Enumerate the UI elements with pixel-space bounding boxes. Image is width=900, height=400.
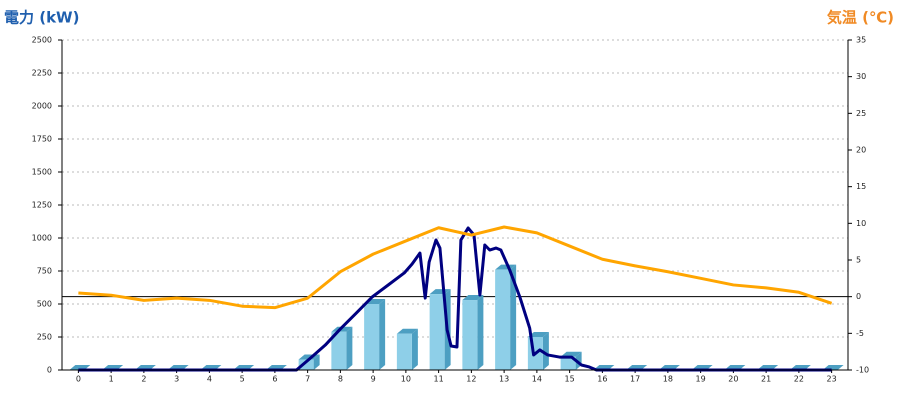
y2-tick-label: 10 [856, 219, 866, 228]
x-tick-label: 11 [434, 375, 444, 384]
x-tick-label: 20 [728, 375, 738, 384]
y2-tick-label: -5 [856, 329, 864, 338]
y-tick-label: 250 [37, 333, 52, 342]
y-tick-label: 1000 [32, 234, 52, 243]
bar-top [495, 264, 517, 270]
x-tick-label: 10 [401, 375, 411, 384]
y2-tick-label: 35 [856, 36, 866, 45]
y-tick-label: 2000 [32, 102, 52, 111]
bar [495, 269, 511, 370]
x-tick-label: 19 [696, 375, 706, 384]
y2-tick-label: 15 [856, 182, 866, 191]
x-tick-label: 17 [630, 375, 640, 384]
x-tick-label: 23 [827, 375, 837, 384]
bar-side [477, 295, 484, 370]
x-tick-label: 6 [272, 375, 277, 384]
bar-side [379, 299, 386, 370]
bar [462, 300, 478, 370]
y-tick-label: 1250 [32, 201, 52, 210]
y-tick-label: 2250 [32, 69, 52, 78]
y-tick-label: 750 [37, 267, 52, 276]
bar [331, 331, 347, 370]
y-tick-label: 0 [47, 366, 52, 375]
bar [298, 359, 314, 370]
bar-side [510, 264, 517, 370]
bar-side [411, 328, 418, 370]
x-tick-label: 9 [371, 375, 376, 384]
x-tick-label: 18 [663, 375, 673, 384]
y2-tick-label: 0 [856, 292, 861, 301]
x-tick-label: 0 [76, 375, 81, 384]
x-tick-label: 3 [174, 375, 179, 384]
y2-tick-label: 20 [856, 146, 866, 155]
y2-tick-label: -10 [856, 366, 869, 375]
y2-tick-label: 5 [856, 256, 861, 265]
x-tick-label: 8 [338, 375, 343, 384]
bar-side [542, 332, 549, 370]
y-tick-label: 500 [37, 300, 52, 309]
temperature-line [78, 225, 833, 310]
bar-side [346, 326, 353, 370]
y2-axis-title: 気温 (℃) [827, 9, 894, 27]
x-tick-label: 15 [565, 375, 575, 384]
x-tick-label: 22 [794, 375, 804, 384]
y2-tick-label: 25 [856, 109, 866, 118]
bar [396, 333, 412, 370]
x-tick-label: 14 [532, 375, 542, 384]
bar-top [527, 332, 549, 337]
bar [364, 304, 380, 370]
x-tick-label: 4 [207, 375, 212, 384]
y-tick-label: 1750 [32, 135, 52, 144]
x-tick-label: 16 [597, 375, 607, 384]
bar-top [560, 351, 582, 357]
bar-side [313, 354, 320, 370]
x-tick-label: 13 [499, 375, 509, 384]
x-tick-label: 2 [141, 375, 146, 384]
y-tick-label: 1500 [32, 168, 52, 177]
x-tick-label: 5 [240, 375, 245, 384]
y-tick-label: 2500 [32, 36, 52, 45]
y-axis-title: 電力 (kW) [4, 9, 79, 27]
bar [429, 294, 445, 370]
y2-tick-label: 30 [856, 72, 866, 81]
x-tick-label: 1 [109, 375, 114, 384]
x-tick-label: 7 [305, 375, 310, 384]
x-tick-label: 12 [466, 375, 476, 384]
x-tick-label: 21 [761, 375, 771, 384]
bar [560, 356, 576, 370]
bar-top [462, 295, 484, 301]
bar-top [396, 328, 418, 334]
